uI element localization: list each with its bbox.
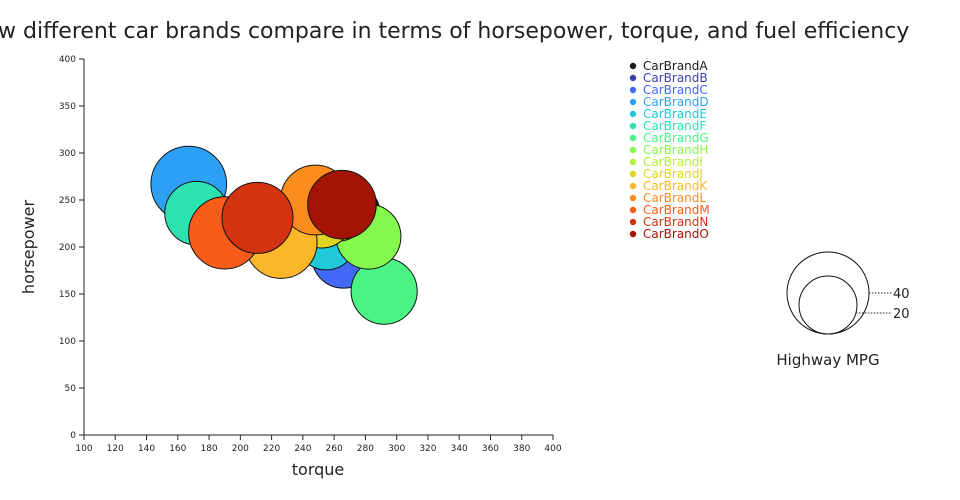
y-tick-label: 100 [59,337,76,347]
legend-label: CarBrandB [643,71,708,85]
legend-label: CarBrandO [643,227,709,241]
x-tick-label: 160 [169,444,186,454]
y-axis-ticks: 0 50 100 150 200 250 300 350 400 [59,55,84,441]
x-tick-label: 380 [513,444,530,454]
x-tick-label: 240 [294,444,311,454]
legend-label: CarBrandL [643,191,706,205]
legend-label: CarBrandK [643,179,708,193]
bubbles [150,145,418,325]
legend-item-carbrandi[interactable]: CarBrandI [629,155,703,169]
legend-item-carbrandl[interactable]: CarBrandL [629,191,707,205]
legend-item-carbrandg[interactable]: CarBrandG [629,131,709,145]
y-axis-label: horsepower [19,200,38,295]
legend-item-carbrandb[interactable]: CarBrandB [629,71,708,85]
x-tick-label: 260 [326,444,343,454]
x-axis-label: torque [292,460,345,479]
y-tick-label: 400 [59,55,76,65]
legend-item-carbrande[interactable]: CarBrandE [629,107,707,121]
x-tick-label: 360 [482,444,499,454]
x-tick-label: 200 [232,444,249,454]
legend-label: CarBrandD [643,95,709,109]
bubble-carbrandn[interactable] [221,181,294,254]
size-legend-value: 40 [893,287,910,302]
legend-swatch [629,206,637,214]
size-legend-circle [786,251,870,335]
legend-label: CarBrandA [643,59,708,73]
plot-area: 100 120 140 160 180 200 220 240 260 280 300 320 340 3… [59,55,562,454]
x-tick-label: 300 [388,444,405,454]
legend-swatch [629,194,637,202]
legend-swatch [629,146,637,154]
x-tick-label: 320 [419,444,436,454]
legend-item-carbrandh[interactable]: CarBrandH [629,143,709,157]
legend-item-carbranda[interactable]: CarBrandA [629,59,709,73]
legend-label: CarBrandN [643,215,708,229]
y-tick-label: 50 [65,384,77,394]
y-tick-label: 200 [59,243,76,253]
legend-swatch [629,134,637,142]
legend-label: CarBrandI [643,155,703,169]
legend-swatch [629,110,637,118]
x-tick-label: 180 [200,444,217,454]
y-tick-label: 150 [59,290,76,300]
legend-swatch [629,74,637,82]
legend-swatch [629,230,637,238]
legend-label: CarBrandC [643,83,708,97]
legend-swatch [629,182,637,190]
legend-item-carbrandn[interactable]: CarBrandN [629,215,709,229]
x-axis-ticks: 100 120 140 160 180 200 220 240 260 280 300 320 340 3… [75,435,562,454]
legend-label: CarBrandE [643,107,707,121]
size-legend-circle [798,275,858,335]
chart-title: how different car brands compare in term… [0,19,909,44]
legend-swatch [629,86,637,94]
legend-swatch [629,218,637,226]
legend-item-carbrandm[interactable]: CarBrandM [629,203,710,217]
legend-item-carbrandd[interactable]: CarBrandD [629,95,709,109]
legend-item-carbrando[interactable]: CarBrandO [629,227,709,241]
legend-item-carbrandk[interactable]: CarBrandK [629,179,709,193]
x-tick-label: 140 [138,444,155,454]
x-tick-label: 120 [107,444,124,454]
x-tick-label: 280 [357,444,374,454]
y-tick-label: 250 [59,196,76,206]
bubble-carbrando[interactable] [307,169,377,240]
legend-label: CarBrandM [643,203,710,217]
legend-swatch [629,62,637,70]
y-tick-label: 0 [70,431,76,441]
legend-swatch [629,170,637,178]
legend-swatch [629,158,637,166]
legend-swatch [629,122,637,130]
legend-item-carbrandj[interactable]: CarBrandJ [629,167,703,181]
legend: CarBrandACarBrandBCarBrandCCarBrandDCarB… [629,59,710,241]
size-legend-title: Highway MPG [776,351,879,369]
legend-label: CarBrandJ [643,167,703,181]
y-tick-label: 350 [59,102,76,112]
x-tick-label: 340 [451,444,468,454]
x-tick-label: 220 [263,444,280,454]
legend-label: CarBrandG [643,131,709,145]
legend-item-carbrandc[interactable]: CarBrandC [629,83,708,97]
y-tick-label: 300 [59,149,76,159]
legend-label: CarBrandF [643,119,706,133]
x-tick-label: 400 [544,444,561,454]
size-legend: Highway MPG 40 20 [776,251,910,369]
legend-swatch [629,98,637,106]
legend-item-carbrandf[interactable]: CarBrandF [629,119,707,133]
legend-label: CarBrandH [643,143,708,157]
size-legend-value: 20 [893,307,910,322]
x-tick-label: 100 [75,444,92,454]
